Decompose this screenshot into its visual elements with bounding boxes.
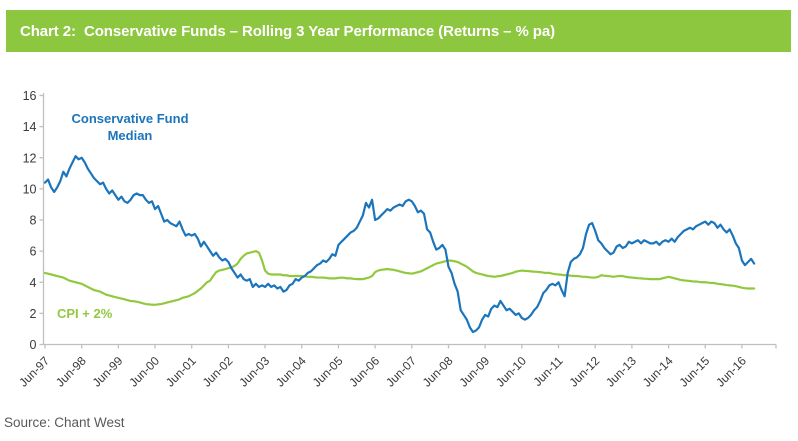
x-tick-label: Jun-02 — [200, 353, 236, 389]
conservative-fund-median-line — [43, 155, 756, 334]
y-tick-label: 6 — [30, 245, 37, 259]
y-tick-label: 14 — [23, 120, 37, 134]
x-tick-label: Jun-04 — [273, 353, 309, 389]
y-tick-label: 4 — [30, 276, 37, 290]
y-tick-label: 2 — [30, 307, 37, 321]
x-tick-label: Jun-00 — [126, 353, 162, 389]
y-tick-label: 10 — [23, 182, 37, 196]
x-tick-label: Jun-97 — [16, 353, 52, 389]
cpi-plus-2-line — [43, 250, 756, 306]
x-tick-label: Jun-05 — [310, 353, 346, 389]
x-tick-label: Jun-07 — [383, 353, 419, 389]
y-tick-label: 12 — [23, 151, 37, 165]
x-tick-label: Jun-15 — [677, 353, 713, 389]
x-tick-label: Jun-16 — [713, 353, 749, 389]
x-tick-label: Jun-03 — [236, 353, 272, 389]
chart-title: Chart 2: Conservative Funds – Rolling 3 … — [20, 22, 555, 40]
y-tick-label: 16 — [23, 89, 37, 103]
x-tick-label: Jun-98 — [53, 353, 89, 389]
x-tick-label: Jun-11 — [530, 353, 565, 388]
y-tick-label: 8 — [30, 214, 37, 228]
x-tick-label: Jun-06 — [346, 353, 382, 389]
source-note: Source: Chant West — [4, 415, 125, 430]
x-tick-label: Jun-13 — [603, 353, 639, 389]
x-tick-label: Jun-10 — [493, 353, 529, 389]
chart-title-bar: Chart 2: Conservative Funds – Rolling 3 … — [6, 10, 791, 52]
x-tick-label: Jun-09 — [456, 353, 492, 389]
x-tick-label: Jun-99 — [90, 353, 126, 389]
series-label-conservative-fund-median: Conservative Fund Median — [71, 111, 189, 143]
x-tick-label: Jun-14 — [640, 353, 676, 389]
series-label-cpi-plus-2: CPI + 2% — [57, 306, 113, 321]
x-tick-label: Jun-01 — [163, 353, 199, 389]
x-tick-label: Jun-12 — [566, 353, 602, 389]
x-tick-label: Jun-08 — [420, 353, 456, 389]
y-tick-label: 0 — [30, 338, 37, 352]
